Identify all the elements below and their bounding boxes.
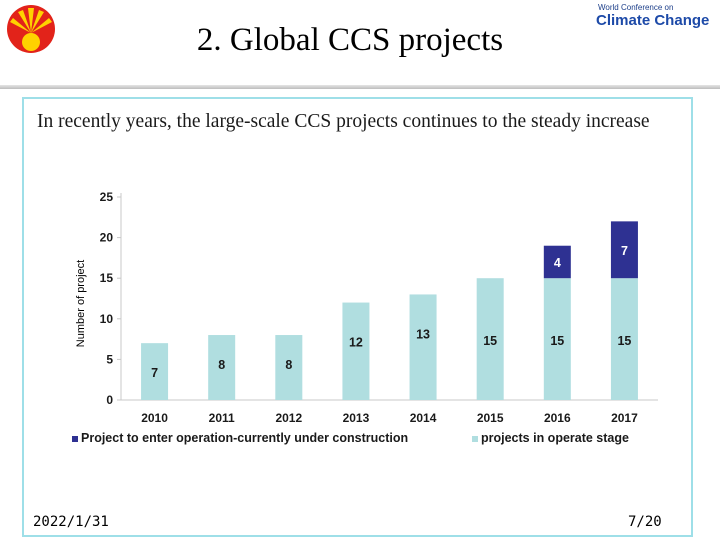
bar-operate-2010 (141, 343, 169, 400)
y-tick-label: 15 (100, 271, 114, 285)
bar-operate-2016 (543, 278, 571, 400)
data-label-operate-2014: 13 (416, 327, 430, 341)
data-label-construction-2016: 4 (554, 256, 561, 270)
brand-big-text: Climate Change (596, 12, 710, 29)
legend-entry-0: Project to enter operation-currently und… (81, 431, 408, 445)
y-tick-label: 10 (100, 312, 114, 326)
y-axis-label: Number of project (75, 260, 87, 347)
bar-construction-2016 (543, 245, 571, 279)
footer-date: 2022/1/31 (33, 514, 109, 530)
x-tick-label-2017: 2017 (611, 411, 638, 425)
data-label-operate-2016: 15 (550, 334, 564, 348)
legend-swatch-0 (72, 436, 78, 442)
ccs-projects-bar-chart: Number of project 0 5 10 15 20 25 7 2010 8 2011 8… (72, 190, 658, 445)
petrochina-logo-icon (7, 5, 55, 53)
y-tick-label: 0 (106, 393, 113, 407)
y-tick-label: 20 (100, 231, 114, 245)
x-tick-label-2010: 2010 (141, 411, 168, 425)
bar-operate-2011 (208, 335, 236, 400)
x-tick-label-2013: 2013 (343, 411, 370, 425)
slide-subtitle: In recently years, the large-scale CCS p… (37, 111, 650, 132)
data-label-operate-2015: 15 (483, 334, 497, 348)
y-tick-label: 25 (100, 190, 114, 204)
legend-entry-1: projects in operate stage (481, 431, 629, 445)
bar-operate-2012 (275, 335, 303, 400)
data-label-construction-2017: 7 (621, 244, 628, 258)
x-tick-label-2016: 2016 (544, 411, 571, 425)
bar-operate-2017 (610, 278, 638, 400)
page-title: 2. Global CCS projects (196, 22, 504, 58)
content-frame (22, 97, 693, 537)
data-label-operate-2013: 12 (349, 336, 363, 350)
y-tick-label: 5 (106, 352, 113, 366)
data-label-operate-2012: 8 (285, 358, 292, 372)
legend-swatch-1 (472, 436, 478, 442)
bar-operate-2015 (476, 278, 504, 400)
footer-page-number: 7/20 (628, 514, 662, 530)
x-tick-label-2011: 2011 (209, 411, 235, 425)
header-divider (0, 85, 720, 89)
x-tick-label-2014: 2014 (410, 411, 437, 425)
conference-brand: World Conference on Climate Change (596, 3, 714, 29)
x-tick-label-2012: 2012 (275, 411, 302, 425)
x-tick-label-2015: 2015 (477, 411, 504, 425)
data-label-operate-2010: 7 (151, 366, 158, 380)
data-label-operate-2017: 15 (617, 334, 631, 348)
bar-operate-2014 (409, 294, 437, 400)
bar-operate-2013 (342, 302, 370, 400)
data-label-operate-2011: 8 (218, 358, 225, 372)
bar-construction-2017 (610, 221, 638, 279)
brand-small-text: World Conference on (598, 3, 674, 12)
